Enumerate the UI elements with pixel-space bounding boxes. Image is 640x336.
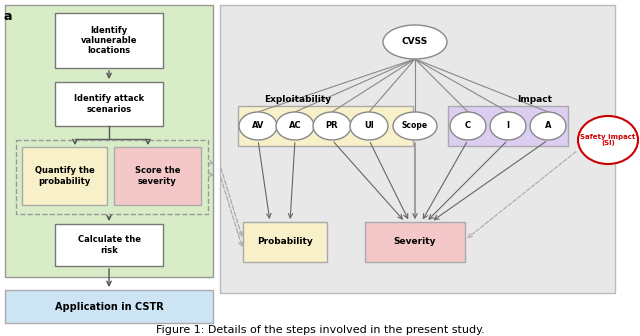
Text: Calculate the
risk: Calculate the risk bbox=[77, 235, 141, 255]
Bar bbox=[238, 106, 413, 146]
Bar bbox=[365, 222, 465, 262]
Ellipse shape bbox=[313, 112, 351, 140]
Text: Exploitability: Exploitability bbox=[264, 95, 332, 104]
Text: C: C bbox=[465, 122, 471, 130]
Text: Scope: Scope bbox=[402, 122, 428, 130]
Text: PR: PR bbox=[326, 122, 339, 130]
Ellipse shape bbox=[578, 116, 638, 164]
Text: Identify attack
scenarios: Identify attack scenarios bbox=[74, 94, 144, 114]
Bar bbox=[5, 5, 213, 277]
Text: Impact: Impact bbox=[518, 95, 552, 104]
Text: Severity: Severity bbox=[394, 238, 436, 247]
Text: Figure 1: Details of the steps involved in the present study.: Figure 1: Details of the steps involved … bbox=[156, 325, 484, 335]
Text: Probability: Probability bbox=[257, 238, 313, 247]
Text: A: A bbox=[545, 122, 551, 130]
Text: UI: UI bbox=[364, 122, 374, 130]
Ellipse shape bbox=[450, 112, 486, 140]
Bar bbox=[448, 106, 568, 146]
Text: a: a bbox=[3, 10, 12, 23]
Text: Identify
valunerable
locations: Identify valunerable locations bbox=[81, 26, 137, 55]
Text: AC: AC bbox=[289, 122, 301, 130]
Bar bbox=[5, 290, 213, 323]
Bar bbox=[55, 224, 163, 266]
Ellipse shape bbox=[393, 112, 437, 140]
Ellipse shape bbox=[350, 112, 388, 140]
Ellipse shape bbox=[239, 112, 277, 140]
Text: Application in CSTR: Application in CSTR bbox=[54, 301, 163, 311]
Text: AV: AV bbox=[252, 122, 264, 130]
Bar bbox=[22, 147, 107, 205]
Text: I: I bbox=[506, 122, 509, 130]
Text: Safety impact
(SI): Safety impact (SI) bbox=[580, 133, 636, 146]
Ellipse shape bbox=[490, 112, 526, 140]
Bar bbox=[243, 222, 327, 262]
Text: Quantify the
probability: Quantify the probability bbox=[35, 166, 94, 186]
Bar bbox=[16, 140, 208, 214]
Ellipse shape bbox=[276, 112, 314, 140]
Bar bbox=[55, 13, 163, 68]
Ellipse shape bbox=[530, 112, 566, 140]
Text: CVSS: CVSS bbox=[402, 38, 428, 46]
Bar bbox=[55, 82, 163, 126]
Bar bbox=[114, 147, 201, 205]
Text: Score the
severity: Score the severity bbox=[135, 166, 180, 186]
Bar bbox=[220, 5, 615, 293]
Ellipse shape bbox=[383, 25, 447, 59]
